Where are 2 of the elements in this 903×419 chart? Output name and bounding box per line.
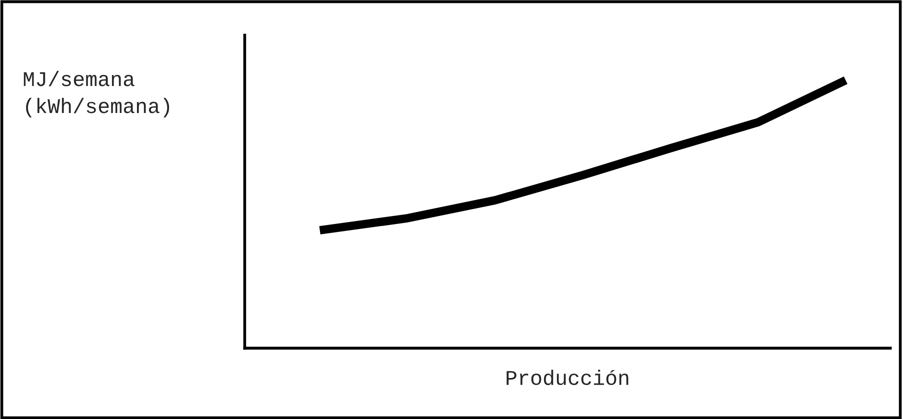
- y-axis-title: MJ/semana (kWh/semana): [24, 70, 170, 118]
- x-axis-title: Producción: [506, 370, 628, 386]
